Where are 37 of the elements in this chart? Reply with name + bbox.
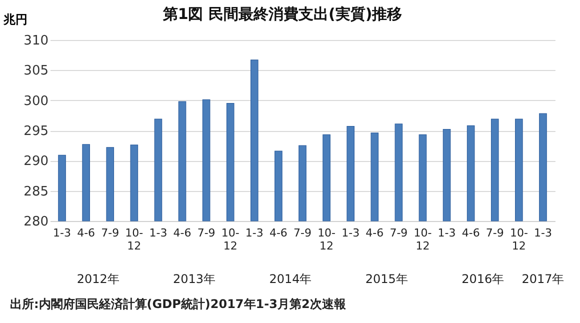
- x-tick-label: 7-9: [294, 226, 312, 240]
- x-tick-label: 1-3: [534, 226, 552, 240]
- x-tick-label: 7-9: [486, 226, 504, 240]
- x-tick-label: 10-12: [510, 226, 528, 252]
- x-tick-label: 7-9: [390, 226, 408, 240]
- text: 出所:内閣府国民経済計算(GDP統計)2017年1-3月第2次速報: [10, 297, 347, 311]
- x-tick-label: 4-6: [77, 226, 96, 240]
- chart-title: 第1図 民間最終消費支出(実質)推移: [162, 5, 402, 23]
- text: 2014年: [269, 272, 312, 286]
- x-tick-label: 4-6: [173, 226, 192, 240]
- y-tick-label: 300: [24, 94, 48, 109]
- x-tick-label: 10-12: [125, 226, 144, 252]
- text: 2013年: [173, 272, 216, 286]
- y-tick-label: 305: [24, 64, 48, 79]
- x-tick-label: 4-6: [269, 226, 288, 240]
- y-axis-title: 兆円: [2, 12, 28, 26]
- x-tick-label: 10-12: [221, 226, 240, 252]
- x-tick-label: 7-9: [197, 226, 216, 240]
- text: 2015年: [365, 272, 408, 286]
- x-tick-label: 10-12: [318, 226, 336, 252]
- x-tick-label: 1-3: [53, 226, 72, 240]
- x-tick-label: 1-3: [438, 226, 456, 240]
- y-tick-label: 290: [24, 154, 48, 170]
- x-tick-label: 7-9: [101, 226, 120, 240]
- y-tick-label: 310: [24, 34, 48, 48]
- text: 2016年: [462, 272, 504, 286]
- x-tick-label: 1-3: [245, 226, 264, 240]
- y-tick-label: 280: [24, 214, 48, 230]
- x-tick-label: 1-3: [342, 226, 360, 240]
- x-tick-label: 10-12: [414, 226, 432, 252]
- x-tick-label: 4-6: [462, 226, 480, 240]
- y-tick-label: 295: [24, 124, 48, 139]
- y-tick-label: 285: [24, 184, 48, 200]
- text: 2017年: [522, 272, 564, 286]
- x-tick-label: 1-3: [149, 226, 168, 240]
- text: 2012年: [76, 272, 120, 286]
- x-tick-label: 4-6: [366, 226, 384, 240]
